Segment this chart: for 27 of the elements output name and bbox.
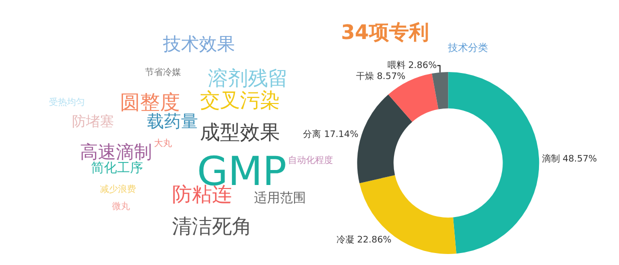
text: 微丸 [112, 201, 130, 212]
slice-label: 干燥 8.57% [356, 71, 406, 82]
text: 减少浪费 [100, 184, 136, 195]
text: 清洁死角 [172, 214, 252, 238]
text: 防堵塞 [72, 114, 114, 130]
donut-slice [448, 72, 540, 254]
text: 自动化程度 [288, 155, 333, 166]
chart-title: 34项专利 [341, 20, 429, 44]
donut-slice [432, 72, 448, 110]
text: 溶剂残留 [208, 66, 288, 90]
text: 节省冷媒 [145, 67, 181, 78]
text: 载药量 [147, 112, 198, 132]
text: 大丸 [154, 138, 172, 149]
donut-slice [357, 94, 412, 184]
slice-label: 喂料 2.86% [387, 60, 438, 72]
text: 圆整度 [120, 90, 180, 114]
donut-slice [359, 175, 456, 254]
text: 简化工序 [91, 160, 143, 176]
text: 技术效果 [162, 34, 235, 55]
slice-label: 冷凝 22.86% [336, 234, 392, 246]
slice-label: 分离 17.14% [303, 128, 359, 140]
text: 交叉污染 [200, 88, 280, 112]
text: 适用范围 [254, 191, 306, 206]
text: 受热均匀 [49, 97, 85, 108]
chart-subtitle: 技术分类 [447, 42, 488, 54]
text: 成型效果 [200, 120, 280, 144]
slice-label: 滴制 48.57% [542, 153, 598, 164]
